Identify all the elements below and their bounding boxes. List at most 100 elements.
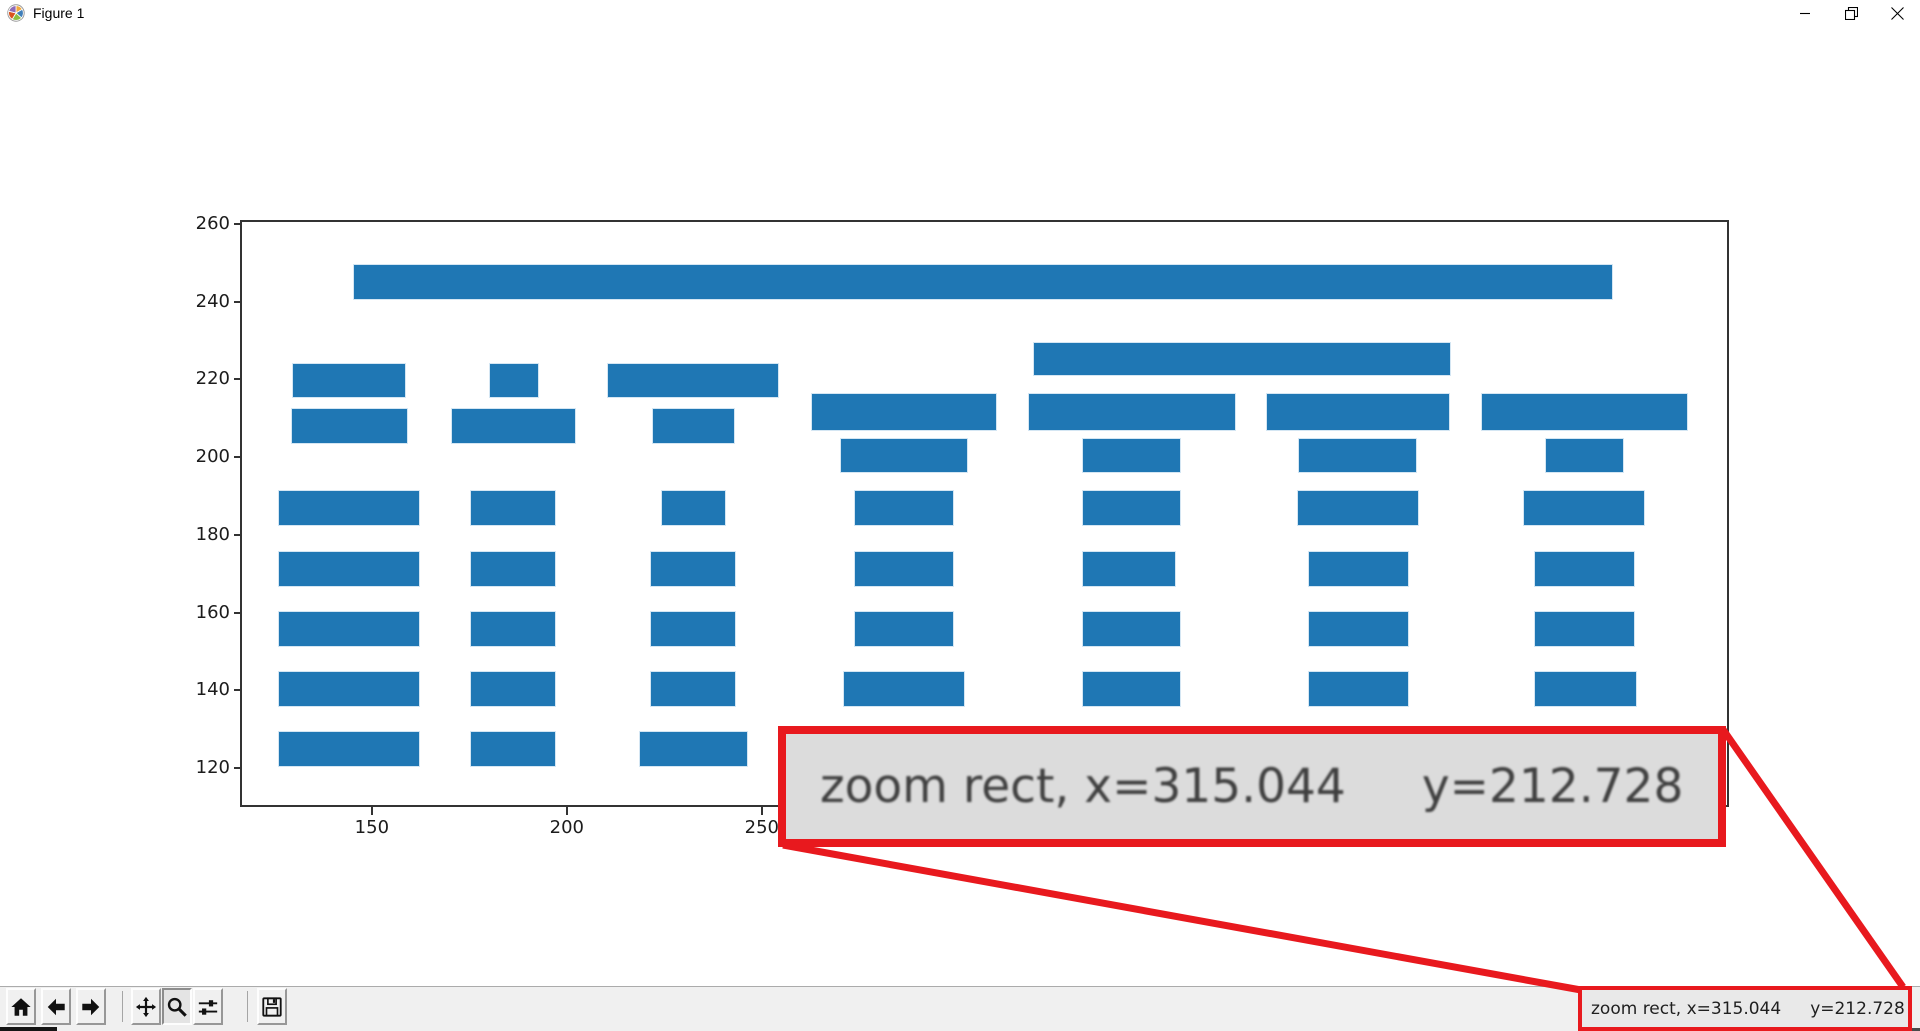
y-tick-mark — [234, 378, 242, 381]
bar — [1081, 490, 1181, 527]
y-tick-label: 180 — [195, 523, 230, 545]
bar — [843, 670, 965, 707]
y-tick-label: 240 — [195, 290, 230, 312]
bar — [290, 407, 408, 444]
bar — [810, 393, 998, 432]
sliders-icon — [198, 999, 218, 1015]
bar — [1032, 341, 1451, 376]
bar — [277, 490, 421, 527]
restore-icon — [1844, 6, 1858, 20]
bar — [839, 438, 969, 474]
magnified-status-text: zoom rect, x=315.044 — [820, 759, 1346, 814]
save-button[interactable] — [257, 988, 287, 1025]
bar — [277, 551, 421, 587]
bar — [1534, 670, 1637, 707]
bar — [352, 263, 1613, 300]
configure-subplots-button[interactable] — [193, 988, 223, 1025]
bar — [1081, 610, 1181, 648]
y-tick-mark — [234, 300, 242, 303]
window-title: Figure 1 — [33, 5, 85, 21]
bar — [1081, 670, 1182, 707]
x-tick-label: 250 — [744, 817, 779, 838]
y-tick-mark — [234, 611, 242, 614]
back-arrow-icon — [47, 998, 65, 1015]
bar — [469, 610, 556, 648]
y-tick-label: 200 — [195, 446, 230, 468]
y-tick-label: 140 — [195, 679, 230, 701]
bar — [1308, 610, 1410, 648]
bar — [652, 407, 736, 444]
toolbar-status-message-y: y=212.728 — [1810, 998, 1905, 1019]
bar — [660, 490, 727, 527]
x-tick-label: 150 — [354, 817, 390, 838]
plot-area[interactable] — [240, 220, 1729, 807]
toolbar-separator — [247, 991, 248, 1022]
bar — [469, 551, 556, 587]
forward-button[interactable] — [76, 988, 106, 1025]
bar — [1265, 393, 1450, 432]
toolbar-status-message: zoom rect, x=315.044 — [1591, 998, 1782, 1019]
save-floppy-icon — [262, 996, 282, 1017]
bar — [854, 490, 954, 527]
window-corner-sliver — [1905, 1028, 1920, 1031]
y-tick-mark — [234, 533, 242, 536]
bar — [1297, 490, 1419, 527]
bar — [1308, 551, 1410, 587]
bar — [1298, 438, 1417, 474]
bar — [854, 551, 954, 587]
restore-button[interactable] — [1828, 0, 1874, 26]
bar — [469, 670, 556, 707]
bar — [488, 363, 539, 399]
bar — [1534, 610, 1635, 648]
taskbar-sliver — [0, 1027, 57, 1031]
bar — [649, 610, 737, 648]
bar — [638, 730, 749, 767]
bar — [1522, 490, 1645, 527]
close-button[interactable] — [1874, 0, 1920, 26]
y-tick-label: 220 — [195, 368, 230, 390]
window-controls — [1782, 0, 1920, 26]
bar — [1081, 438, 1182, 474]
bar — [649, 551, 737, 587]
y-tick-label: 160 — [195, 601, 230, 623]
close-icon — [1890, 6, 1904, 20]
magnified-status-callout: zoom rect, x=315.044 y=212.728 — [778, 726, 1726, 847]
matplotlib-logo-icon — [7, 4, 25, 22]
x-tick-mark — [760, 807, 763, 815]
bar — [451, 407, 577, 444]
back-button[interactable] — [41, 988, 71, 1025]
bar — [277, 730, 421, 767]
bar — [1534, 551, 1635, 587]
y-tick-mark — [234, 689, 242, 692]
bar — [469, 490, 556, 527]
home-button[interactable] — [6, 988, 36, 1025]
y-tick-label: 120 — [195, 757, 230, 779]
magnified-status-text-y: y=212.728 — [1421, 759, 1684, 814]
bar — [607, 363, 779, 399]
statusbar-highlight-box: zoom rect, x=315.044 y=212.728 — [1578, 986, 1912, 1031]
bar — [1480, 393, 1689, 432]
pan-button[interactable] — [131, 988, 161, 1025]
y-tick-label: 260 — [195, 212, 230, 234]
pan-move-icon — [135, 996, 157, 1017]
y-tick-mark — [234, 456, 242, 459]
bar — [1081, 551, 1176, 587]
minimize-button[interactable] — [1782, 0, 1828, 26]
bar — [469, 730, 556, 767]
toolbar-separator — [122, 991, 123, 1022]
bar — [291, 363, 406, 399]
zoom-magnifier-icon — [167, 997, 187, 1017]
x-tick-mark — [370, 807, 373, 815]
bar — [854, 610, 954, 648]
bar — [1027, 393, 1236, 432]
bar — [1545, 438, 1625, 474]
bar — [277, 670, 421, 707]
y-tick-mark — [234, 222, 242, 225]
home-icon — [11, 997, 31, 1016]
x-tick-label: 200 — [549, 817, 585, 838]
forward-arrow-icon — [82, 998, 100, 1015]
zoom-button[interactable] — [162, 988, 192, 1025]
titlebar: Figure 1 — [0, 0, 1920, 26]
bar — [649, 670, 737, 707]
